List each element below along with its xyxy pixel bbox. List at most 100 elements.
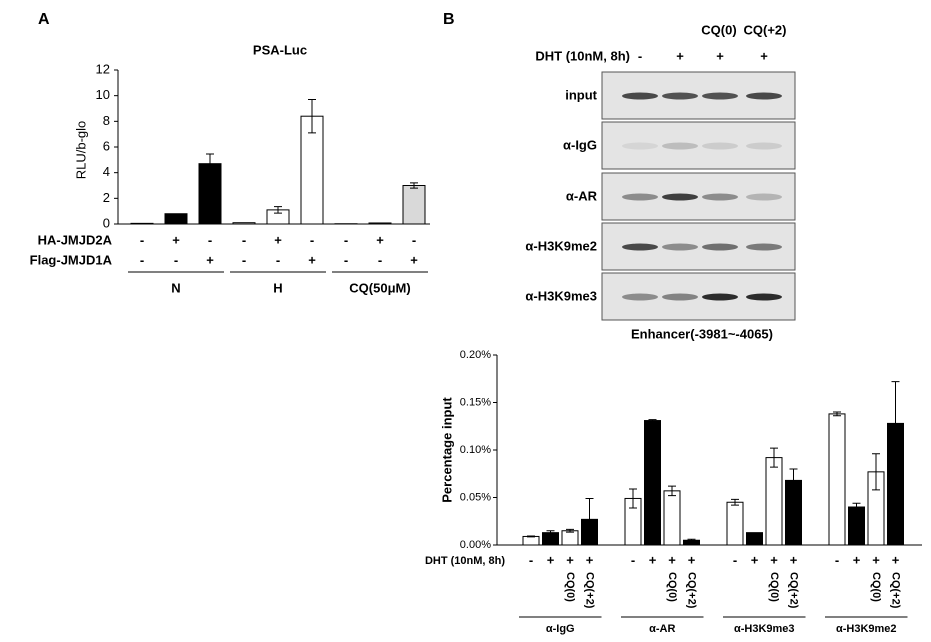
error-bar — [852, 502, 861, 512]
row-symbol: + — [649, 552, 657, 567]
bar — [368, 222, 392, 225]
bar — [130, 222, 154, 225]
blot-row-label: input — [565, 87, 597, 102]
error-bar — [668, 485, 676, 497]
band — [662, 293, 698, 301]
row-symbol: + — [206, 252, 214, 267]
treatment-label: CQ(0) — [564, 572, 576, 602]
error-bar — [566, 528, 574, 533]
group-label: α-AR — [649, 623, 675, 635]
row-symbol: + — [410, 252, 418, 267]
blot-caption: Enhancer(-3981~-4065) — [631, 326, 773, 341]
error-bar — [687, 538, 696, 542]
blot-box — [601, 172, 796, 221]
blot-row-label: α-H3K9me2 — [525, 238, 597, 253]
row-symbol: + — [566, 552, 574, 567]
band — [746, 92, 782, 100]
band — [622, 243, 658, 251]
y-axis-label: Percentage input — [439, 397, 454, 503]
y-axis-label: RLU/b-glo — [73, 121, 88, 180]
blot-row-label: α-H3K9me3 — [525, 288, 597, 303]
bar — [232, 222, 256, 225]
band — [746, 243, 782, 251]
treatment-label: CQ(0) — [870, 572, 882, 602]
row-symbol: - — [529, 552, 533, 567]
bar — [848, 506, 865, 546]
row-symbol: + — [853, 552, 861, 567]
band — [622, 92, 658, 100]
error-bar — [872, 453, 880, 491]
row-symbol: - — [242, 232, 246, 247]
error-bar — [410, 182, 418, 189]
y-tick-label: 0 — [103, 215, 110, 230]
error-bar — [585, 497, 594, 541]
row-symbol: + — [751, 552, 759, 567]
row-symbol: - — [208, 232, 212, 247]
band — [702, 243, 738, 251]
band — [746, 293, 782, 301]
lane-header: CQ(0) — [701, 22, 736, 37]
row-symbol: + — [790, 552, 798, 567]
y-tick-label: 0.05% — [460, 491, 491, 503]
panel-label: B — [443, 11, 455, 28]
treatment-label: CQ(+2) — [788, 572, 800, 609]
error-bar — [206, 153, 214, 174]
row-label: DHT (10nM, 8h) — [425, 555, 505, 567]
y-tick-label: 2 — [103, 190, 110, 205]
error-bar — [308, 99, 316, 134]
group-label: N — [171, 280, 180, 295]
row-symbol: - — [733, 552, 737, 567]
row-symbol: + — [872, 552, 880, 567]
blot-box — [601, 121, 796, 170]
group-label: α-H3K9me3 — [734, 623, 795, 635]
row-symbol: + — [688, 552, 696, 567]
band — [662, 243, 698, 251]
row-symbol: - — [344, 252, 348, 267]
error-bar — [731, 498, 739, 506]
band — [702, 142, 738, 150]
lane-symbol: + — [716, 48, 724, 63]
group-label: H — [273, 280, 282, 295]
row-label: HA-JMJD2A — [38, 232, 113, 247]
lane-symbol: + — [676, 48, 684, 63]
band — [622, 293, 658, 301]
row-symbol: + — [586, 552, 594, 567]
treatment-label: CQ(+2) — [686, 572, 698, 609]
y-tick-label: 0.20% — [460, 349, 491, 361]
row-symbol: - — [140, 232, 144, 247]
row-symbol: + — [668, 552, 676, 567]
treatment-label: CQ(+2) — [890, 572, 902, 609]
error-bar — [274, 206, 282, 214]
row-symbol: + — [892, 552, 900, 567]
error-bar — [833, 411, 841, 417]
error-bar — [527, 535, 535, 538]
lane-header: CQ(+2) — [744, 22, 787, 37]
group-label: α-H3K9me2 — [836, 623, 897, 635]
band — [622, 193, 658, 201]
treatment-label: CQ(+2) — [584, 572, 596, 609]
row-symbol: + — [308, 252, 316, 267]
bar — [726, 501, 744, 546]
bar — [828, 413, 846, 546]
y-tick-label: 8 — [103, 113, 110, 128]
y-tick-label: 0.00% — [460, 539, 491, 551]
error-bar — [546, 530, 555, 536]
blot-row-label: α-AR — [566, 188, 598, 203]
bar — [765, 457, 783, 546]
row-symbol: + — [274, 232, 282, 247]
error-bar — [891, 381, 900, 466]
row-symbol: - — [140, 252, 144, 267]
row-symbol: - — [378, 252, 382, 267]
band — [702, 92, 738, 100]
row-symbol: + — [376, 232, 384, 247]
band — [662, 193, 698, 201]
row-symbol: - — [310, 232, 314, 247]
bar — [746, 532, 763, 546]
error-bar — [629, 488, 637, 509]
y-tick-label: 0.10% — [460, 444, 491, 456]
row-symbol: - — [174, 252, 178, 267]
bar — [164, 213, 188, 225]
row-symbol: - — [242, 252, 246, 267]
treatment-label: CQ(0) — [768, 572, 780, 602]
